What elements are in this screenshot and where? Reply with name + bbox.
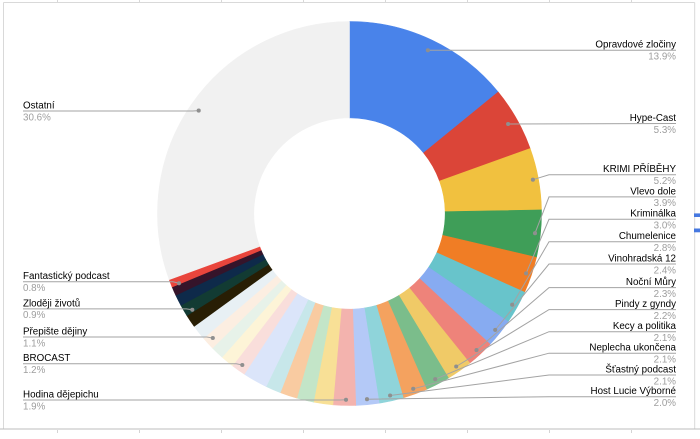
svg-text:13.9%: 13.9% xyxy=(648,52,676,63)
svg-text:Pindy z gyndy: Pindy z gyndy xyxy=(615,299,676,310)
svg-text:2.4%: 2.4% xyxy=(654,265,677,276)
svg-text:Zloději životů: Zloději životů xyxy=(23,298,80,309)
svg-text:Opravdové zločiny: Opravdové zločiny xyxy=(595,40,676,51)
svg-text:Přepište dějiny: Přepište dějiny xyxy=(23,326,87,337)
svg-text:KRIMI PŘÍBĚHY: KRIMI PŘÍBĚHY xyxy=(603,164,676,175)
svg-text:5.3%: 5.3% xyxy=(654,125,677,136)
svg-text:Vinohradská 12: Vinohradská 12 xyxy=(608,253,676,264)
svg-text:Kecy a politika: Kecy a politika xyxy=(613,321,677,332)
svg-text:Fantastický podcast: Fantastický podcast xyxy=(23,271,110,282)
svg-text:1.9%: 1.9% xyxy=(23,401,46,412)
svg-text:Noční Můry: Noční Můry xyxy=(626,277,676,288)
svg-text:2.3%: 2.3% xyxy=(654,289,677,300)
svg-text:2.2%: 2.2% xyxy=(654,311,677,322)
svg-text:Host Lucie Výborné: Host Lucie Výborné xyxy=(591,386,677,397)
svg-text:2.0%: 2.0% xyxy=(654,398,677,409)
svg-text:5.2%: 5.2% xyxy=(654,176,677,187)
svg-text:BROCAST: BROCAST xyxy=(23,353,70,364)
svg-text:Chumelenice: Chumelenice xyxy=(619,231,677,242)
svg-text:2.1%: 2.1% xyxy=(654,355,677,366)
svg-text:2.8%: 2.8% xyxy=(654,243,677,254)
svg-text:0.8%: 0.8% xyxy=(23,283,46,294)
svg-text:2.1%: 2.1% xyxy=(654,333,677,344)
svg-text:30.6%: 30.6% xyxy=(23,112,51,123)
svg-text:Ostatní: Ostatní xyxy=(23,100,55,111)
svg-text:Vlevo dole: Vlevo dole xyxy=(630,186,676,197)
svg-text:1.2%: 1.2% xyxy=(23,365,46,376)
svg-text:2.1%: 2.1% xyxy=(654,376,677,387)
svg-text:Hodina dějepichu: Hodina dějepichu xyxy=(23,389,99,400)
svg-text:Kriminálka: Kriminálka xyxy=(630,209,676,220)
svg-text:3.0%: 3.0% xyxy=(654,221,677,232)
svg-text:Šťastný podcast: Šťastný podcast xyxy=(605,364,676,375)
svg-text:0.9%: 0.9% xyxy=(23,310,46,321)
svg-text:1.1%: 1.1% xyxy=(23,338,46,349)
svg-text:Hype-Cast: Hype-Cast xyxy=(630,113,677,124)
svg-text:Neplecha ukončena: Neplecha ukončena xyxy=(589,343,676,354)
svg-text:3.9%: 3.9% xyxy=(654,198,677,209)
